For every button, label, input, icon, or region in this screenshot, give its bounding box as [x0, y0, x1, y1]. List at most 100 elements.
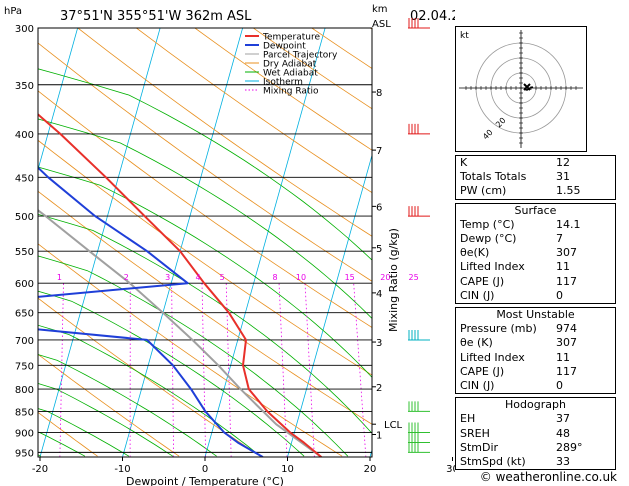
hodo-label: SREH: [460, 426, 490, 440]
unstable-label: Pressure (mb): [460, 322, 537, 336]
height-tick-label: 7: [376, 146, 382, 157]
indices-panel: K 12 Totals Totals 31 PW (cm) 1.55 Surface Te…: [455, 155, 616, 473]
mixing-ratio-label: 1: [57, 273, 62, 282]
wind-barb: [408, 442, 430, 453]
x-tick-label: 20: [364, 464, 377, 475]
height-tick-label: 2: [376, 383, 382, 394]
hodo-row: StmSpd (kt) 33: [456, 455, 615, 469]
pressure-tick-label: 450: [15, 173, 34, 184]
wet-adiabat-line: [38, 118, 372, 319]
surface-row: Temp (°C) 14.1: [456, 218, 615, 232]
storm-motion-marker: [523, 83, 531, 91]
wet-adiabat-line: [38, 213, 372, 434]
surface-row: CAPE (J) 117: [456, 275, 615, 289]
hodo-label: StmSpd (kt): [460, 455, 526, 469]
unstable-row: CAPE (J) 117: [456, 365, 615, 379]
legend-label: Mixing Ratio: [263, 87, 319, 97]
surface-value: 117: [556, 274, 577, 288]
hodograph-title: Hodograph: [505, 398, 566, 412]
surface-label: Temp (°C): [460, 217, 515, 231]
pressure-tick-label: 600: [15, 279, 34, 290]
unstable-row: CIN (J) 0: [456, 379, 615, 393]
mixing-ratio-label: 2: [124, 273, 129, 282]
legend-label: Dewpoint: [263, 42, 306, 52]
wind-barb: [408, 329, 430, 341]
x-tick-label: 10: [281, 464, 294, 475]
mixing-ratio-line: [171, 283, 175, 457]
unstable-label: θe (K): [460, 336, 493, 350]
surface-row: θe(K) 307: [456, 246, 615, 260]
dry-adiabat-line: [38, 190, 372, 425]
datetime-label: 02.04.2024 00GMT (Base: 18): [410, 9, 455, 24]
hodo-row: SREH 48: [456, 427, 615, 441]
unstable-row: θe (K) 307: [456, 336, 615, 350]
mixing-ratio-label: 25: [409, 273, 419, 282]
mixing-ratio-label: 3: [165, 273, 170, 282]
pressure-tick-label: 800: [15, 385, 34, 396]
unstable-value: 11: [556, 350, 570, 364]
surface-row: Dewp (°C) 7: [456, 232, 615, 246]
wet-adiabat-line: [38, 431, 86, 457]
hodo-row: StmDir 289°: [456, 441, 615, 455]
pressure-tick-label: 700: [15, 336, 34, 347]
indices-box: K 12 Totals Totals 31 PW (cm) 1.55: [455, 155, 616, 200]
wind-barb: [408, 432, 430, 444]
wind-barb: [408, 123, 430, 135]
x-tick-label: 0: [202, 464, 208, 475]
unstable-label: CAPE (J): [460, 364, 505, 378]
dry-adiabat-line: [77, 28, 372, 237]
height-tick-label: 1: [376, 431, 382, 442]
surface-value: 307: [556, 246, 577, 260]
pressure-tick-label: 900: [15, 428, 34, 439]
dry-adiabat-line: [0, 28, 16, 456]
surface-row: Lifted Index 11: [456, 260, 615, 274]
dry-adiabat-line: [194, 28, 372, 151]
index-value: 1.55: [556, 184, 581, 198]
surface-box: Surface Temp (°C) 14.1 Dewp (°C) 7 θe(K) 307 L…: [455, 202, 616, 305]
legend-label: Dry Adiabat: [263, 60, 317, 70]
surface-value: 7: [556, 232, 563, 246]
unstable-value: 307: [556, 336, 577, 350]
surface-row: CIN (J) 0: [456, 289, 615, 303]
wind-barb: [408, 422, 430, 433]
isotherm-line: [122, 28, 244, 457]
pressure-tick-label: 500: [15, 212, 34, 223]
hodograph-unit: kt: [460, 31, 469, 41]
index-label: K: [460, 156, 468, 169]
unstable-row: Pressure (mb) 974: [456, 322, 615, 336]
dry-adiabat-line: [38, 139, 372, 376]
wind-barb: [408, 401, 430, 412]
mixing-ratio-label: 15: [345, 273, 355, 282]
mixing-ratio-label: 10: [296, 273, 306, 282]
temperature-line: [38, 113, 322, 457]
pressure-tick-label: 350: [15, 81, 34, 92]
index-value: 12: [556, 156, 570, 169]
surface-label: Dewp (°C): [460, 232, 517, 246]
index-value: 31: [556, 170, 570, 184]
dry-adiabat-line: [38, 90, 372, 328]
dry-adiabat-line: [136, 28, 372, 194]
hodo-row: EH 37: [456, 412, 615, 426]
hodo-value: 48: [556, 426, 570, 440]
pressure-tick-label: 400: [15, 130, 34, 141]
asl-unit-label: ASL: [372, 19, 391, 30]
unstable-value: 974: [556, 322, 577, 336]
x-tick-label: -10: [114, 464, 130, 475]
pressure-tick-label: 300: [15, 24, 34, 35]
unstable-row: Lifted Index 11: [456, 351, 615, 365]
wet-adiabat-line: [38, 68, 372, 261]
surface-label: CIN (J): [460, 288, 495, 302]
height-tick-label: 6: [376, 202, 382, 213]
dewpoint-line: [38, 166, 264, 457]
index-row: Totals Totals 31: [456, 170, 615, 184]
height-tick-label: 4: [376, 289, 382, 300]
mixing-ratio-line: [201, 283, 207, 457]
surface-label: CAPE (J): [460, 274, 505, 288]
unstable-value: 117: [556, 364, 577, 378]
hodo-label: EH: [460, 412, 476, 426]
index-label: Totals Totals: [460, 170, 527, 184]
index-row: K 12: [456, 156, 615, 170]
pressure-tick-label: 750: [15, 361, 34, 372]
isotherm-line: [204, 28, 326, 457]
